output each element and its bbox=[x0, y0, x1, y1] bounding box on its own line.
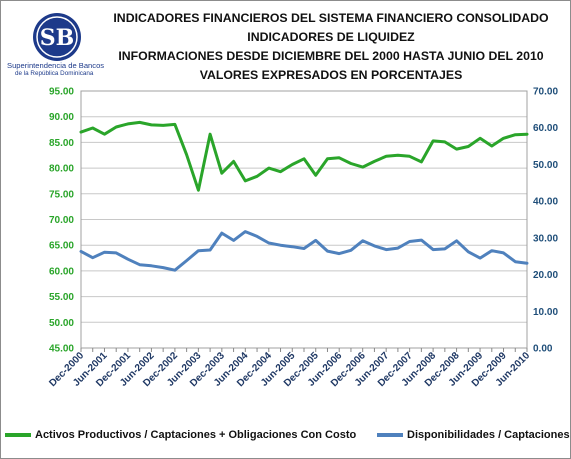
y-right-tick-label: 50.00 bbox=[533, 160, 558, 171]
y-right-tick-label: 0.00 bbox=[533, 344, 553, 355]
y-right-tick-label: 70.00 bbox=[533, 87, 558, 98]
logo-country: de la República Dominicana bbox=[15, 70, 94, 77]
y-left-tick-label: 55.00 bbox=[49, 292, 74, 303]
y-left-tick-label: 80.00 bbox=[49, 164, 74, 175]
legend-swatch-blue bbox=[377, 433, 403, 437]
series-line-activos bbox=[79, 120, 529, 192]
y-right-tick-label: 10.00 bbox=[533, 307, 558, 318]
y-left-tick-label: 50.00 bbox=[49, 318, 74, 329]
chart-title-line-2: INDICADORES DE LIQUIDEZ bbox=[247, 30, 415, 44]
chart-title-block: INDICADORES FINANCIEROS DEL SISTEMA FINA… bbox=[96, 9, 566, 85]
chart-title-line-3: INFORMACIONES DESDE DICIEMBRE DEL 2000 H… bbox=[118, 49, 544, 63]
y-left-tick-label: 75.00 bbox=[49, 189, 74, 200]
series-line-disponibilidades bbox=[79, 230, 529, 272]
logo-caption: Superintendencia de Bancos de la Repúbli… bbox=[7, 61, 119, 77]
legend-label-disponibilidades: Disponibilidades / Captaciones bbox=[407, 429, 570, 441]
chart-title-line-1: INDICADORES FINANCIEROS DEL SISTEMA FINA… bbox=[113, 11, 549, 25]
legend-item-disponibilidades: Disponibilidades / Captaciones bbox=[377, 429, 570, 441]
y-right-tick-label: 60.00 bbox=[533, 123, 558, 134]
y-left-tick-label: 45.00 bbox=[49, 344, 74, 355]
legend-label-activos: Activos Productivos / Captaciones + Obli… bbox=[35, 429, 357, 441]
y-right-tick-label: 40.00 bbox=[533, 197, 558, 208]
y-left-tick-label: 70.00 bbox=[49, 215, 74, 226]
y-left-tick-label: 60.00 bbox=[49, 266, 74, 277]
legend: Activos Productivos / Captaciones + Obli… bbox=[5, 429, 570, 449]
legend-item-activos: Activos Productivos / Captaciones + Obli… bbox=[5, 429, 356, 441]
y-left-tick-label: 85.00 bbox=[49, 138, 74, 149]
logo-name: Superintendencia de Bancos bbox=[7, 61, 105, 70]
legend-swatch-green bbox=[5, 433, 31, 437]
chart-title-line-4: VALORES EXPRESADOS EN PORCENTAJES bbox=[199, 68, 463, 82]
logo-monogram: SB bbox=[40, 25, 74, 51]
superintendencia-logo-icon: SB bbox=[33, 13, 81, 61]
y-left-tick-label: 95.00 bbox=[49, 87, 74, 98]
y-right-tick-label: 30.00 bbox=[533, 233, 558, 244]
y-left-tick-label: 90.00 bbox=[49, 112, 74, 123]
y-left-tick-label: 65.00 bbox=[49, 241, 74, 252]
y-right-tick-label: 20.00 bbox=[533, 270, 558, 281]
